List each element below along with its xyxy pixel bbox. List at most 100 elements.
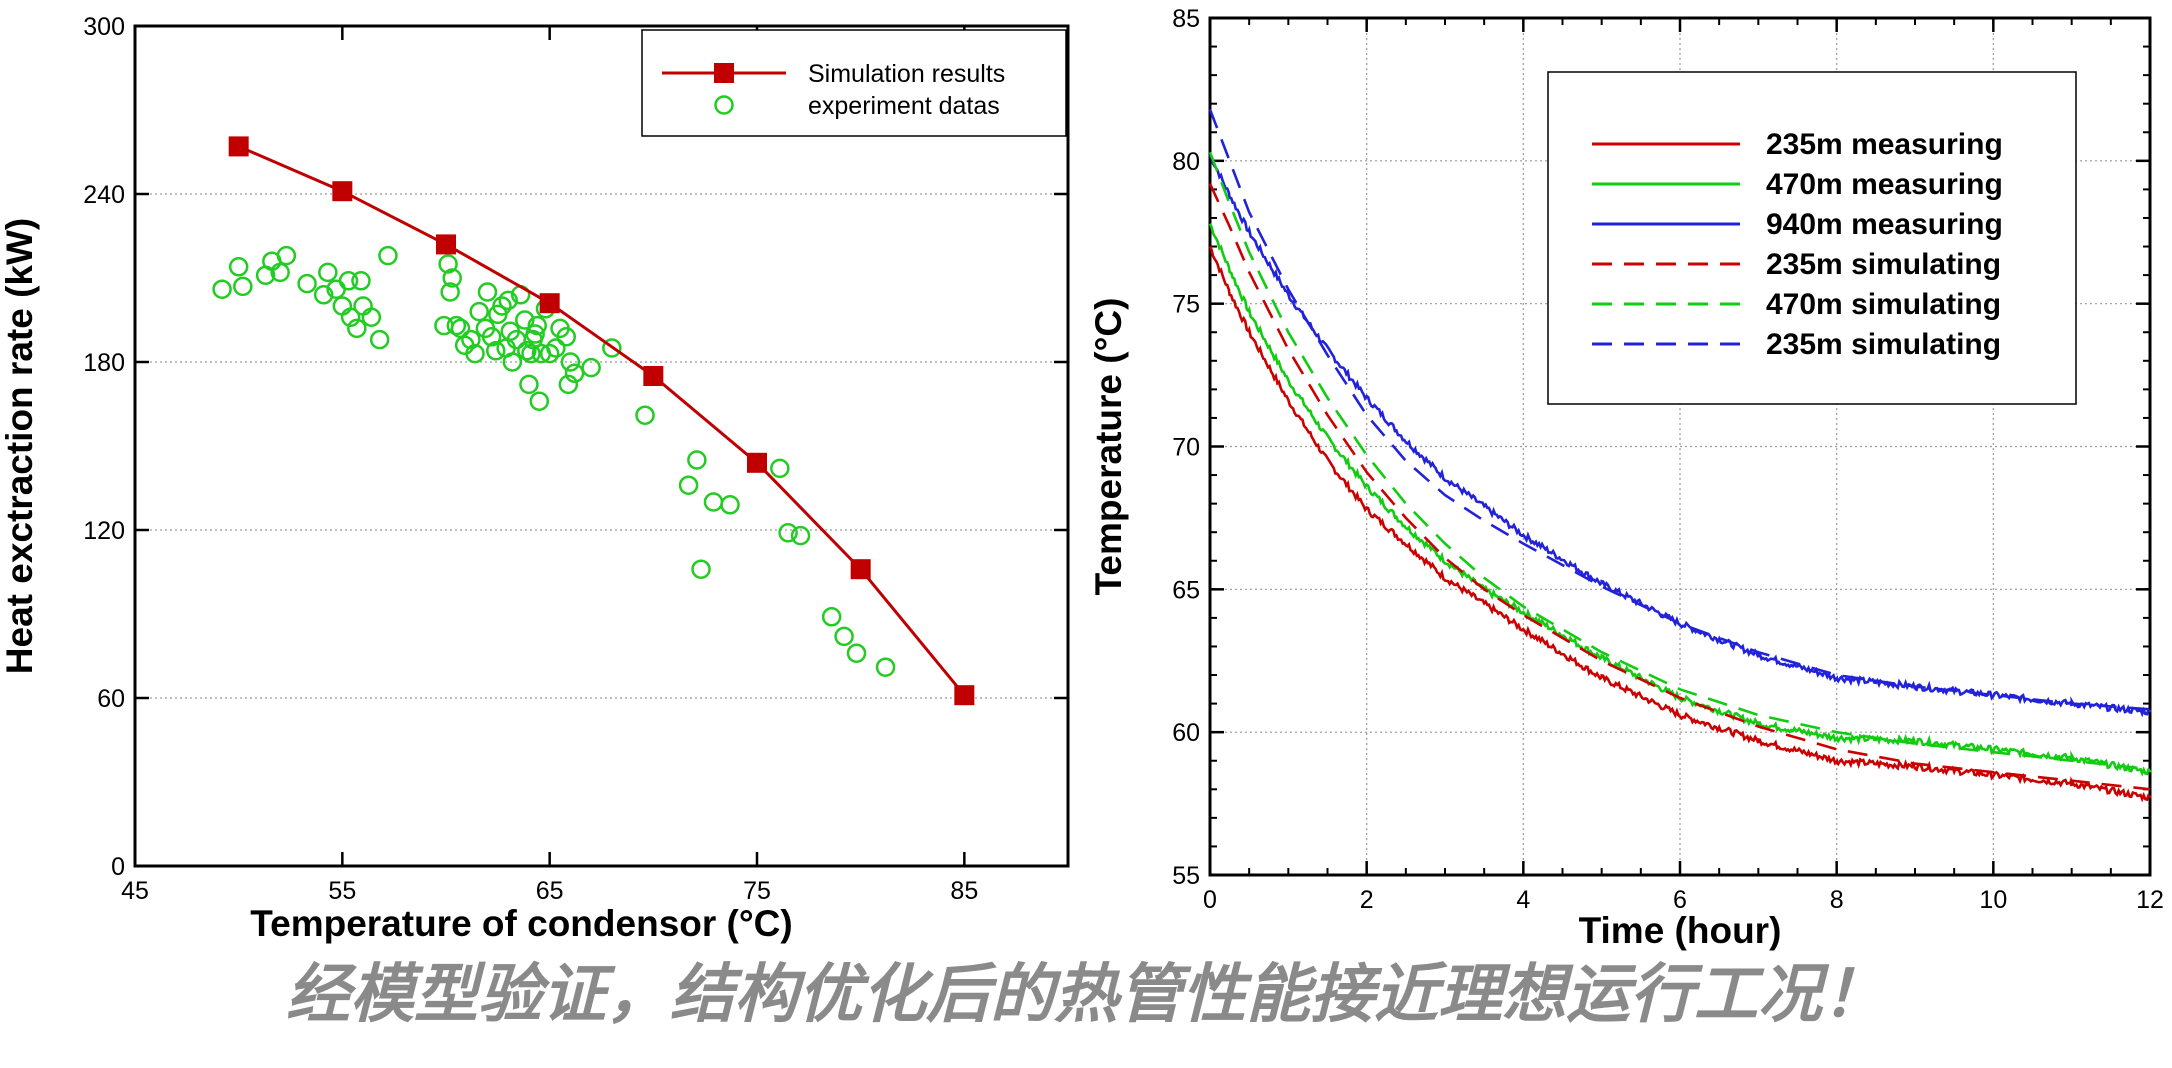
legend: Simulation results experiment datas [641,29,1067,137]
experiment-point [438,254,458,274]
y-tick-label: 60 [1172,719,1200,747]
y-tick-label: 120 [83,517,125,545]
y-tick-label: 65 [1172,576,1200,604]
simulation-marker [643,366,664,386]
experiment-point [465,343,485,364]
x-tick-label: 6 [1673,886,1687,914]
experiment-point [212,279,232,299]
y-tick-label: 70 [1172,434,1200,462]
experiment-point [228,257,249,277]
x-tick-label: 4 [1516,886,1530,914]
experiment-point [502,352,523,372]
experiment-point [332,296,353,316]
simulation-marker [332,181,353,202]
experiment-point [361,307,382,327]
experiment-point [539,343,560,364]
experiment-point [378,245,398,266]
conclusion-caption: 经模型验证，结构优化后的热管性能接近理想运行工况！ [286,958,1886,1032]
legend-label: Simulation results [808,60,1005,88]
experiment-point [687,450,707,470]
experiment-point [276,245,297,266]
experiment-point [515,310,535,330]
experiment-point [481,327,502,347]
experiment-point [778,523,798,543]
legend-box [641,29,1067,137]
experiment-point [770,458,790,479]
experiment-point [521,343,541,364]
experiment-point [691,559,711,579]
experiment-point [477,282,498,302]
series-line [1208,154,2152,718]
heat-extraction-chart: 45 55 65 75 85 0 60 120 180 240 300 Temperature of … [0,13,1070,944]
experiment-point [369,329,390,350]
x-tick-label: 0 [1203,886,1217,914]
series-line [1208,108,2151,711]
simulation-marker [228,136,249,157]
experiment-point [353,296,373,316]
simulation-marker [954,685,975,706]
legend-swatch-simulation-marker [714,63,734,83]
x-tick-label: 75 [743,877,771,905]
experiment-point [340,307,361,327]
x-tick-label: 2 [1360,886,1374,914]
experiment-point [546,338,566,358]
experiment-point [338,271,359,291]
y-tick-label: 180 [83,349,125,377]
x-axis-label: Time (hour) [1579,910,1782,951]
experiment-point [790,525,811,546]
legend-label: 235m simulating [1766,328,2001,361]
experiment-point [492,296,512,316]
experiment-point [440,282,460,302]
legend-label: 470m simulating [1766,288,2001,321]
x-tick-label: 65 [536,877,564,905]
x-axis-label: Temperature of condensor (°C) [250,903,792,944]
y-tick-label: 240 [83,181,125,209]
plot-frame [133,24,1070,868]
experiment-point [558,374,579,395]
series-line [1208,151,2151,771]
experiment-point [720,495,740,515]
temperature-time-chart: 0 2 4 6 8 10 12 55 60 65 70 75 80 85 Time (hour) Temper… [1088,5,2164,951]
experiment-point [525,324,545,344]
y-axis-label: Heat exctraction rate (kW) [0,218,40,674]
simulation-line [238,145,966,697]
y-tick-label: 55 [1172,862,1200,890]
series-line [1208,223,2152,777]
x-tick-label: 85 [950,877,978,905]
y-tick-label: 85 [1172,5,1200,33]
experiment-point [297,273,317,294]
experiment-point [486,341,506,361]
experiment-point [821,607,842,627]
experiment-point [834,626,854,647]
experiment-point [564,363,585,383]
experiment-point [529,391,550,411]
experiment-point [560,352,581,372]
x-tick-label: 45 [121,877,149,905]
simulation-marker [747,452,767,473]
legend: 235m measuring 470m measuring 940m measuri… [1547,71,2077,405]
experiment-point [556,327,577,347]
y-tick-label: 0 [111,853,125,881]
simulation-marker [436,234,456,255]
experiment-point [351,271,371,291]
series-line [1208,183,2151,791]
experiment-point [442,268,462,288]
x-tick-label: 10 [1979,886,2007,914]
experiment-point [233,276,253,297]
experiment-point [635,405,655,425]
legend-label: 235m simulating [1766,248,2001,281]
experiment-point [846,643,867,663]
legend-swatch-experiment [714,95,734,115]
legend-label: experiment datas [808,92,1000,120]
x-tick-label: 8 [1830,886,1844,914]
experiment-point [678,475,699,495]
experiment-point [703,492,724,512]
y-tick-label: 75 [1172,291,1200,319]
experiment-point [347,318,367,339]
legend-box [1547,71,2077,405]
experiment-point [527,315,547,336]
y-tick-label: 300 [83,13,125,41]
experiment-point [519,374,539,395]
experiment-point [581,357,601,378]
